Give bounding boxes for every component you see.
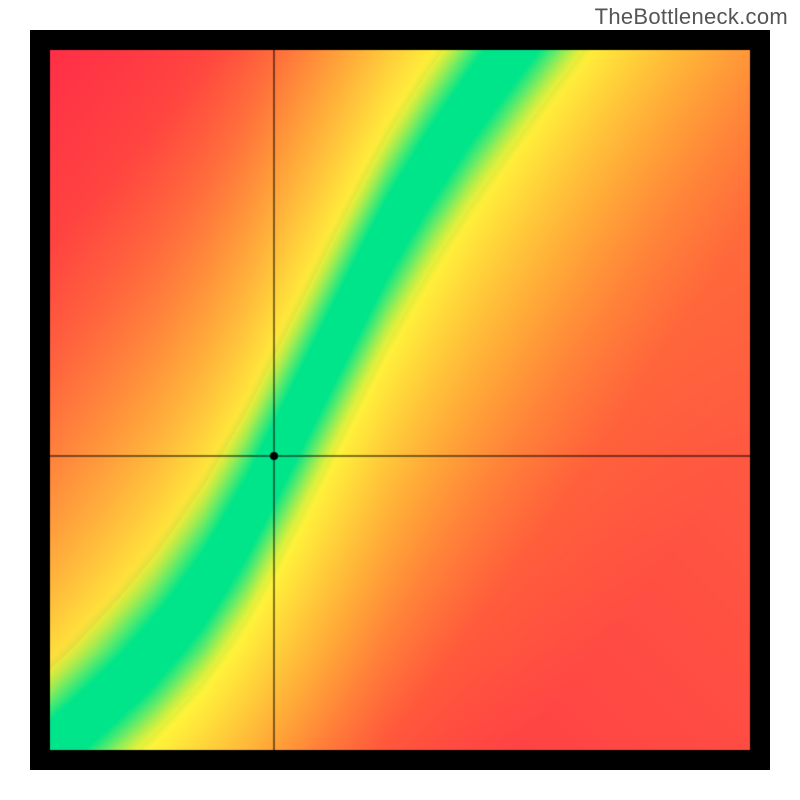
watermark-text: TheBottleneck.com bbox=[595, 4, 788, 30]
heatmap-frame bbox=[30, 30, 770, 770]
heatmap-canvas bbox=[30, 30, 770, 770]
figure-container: TheBottleneck.com bbox=[0, 0, 800, 800]
